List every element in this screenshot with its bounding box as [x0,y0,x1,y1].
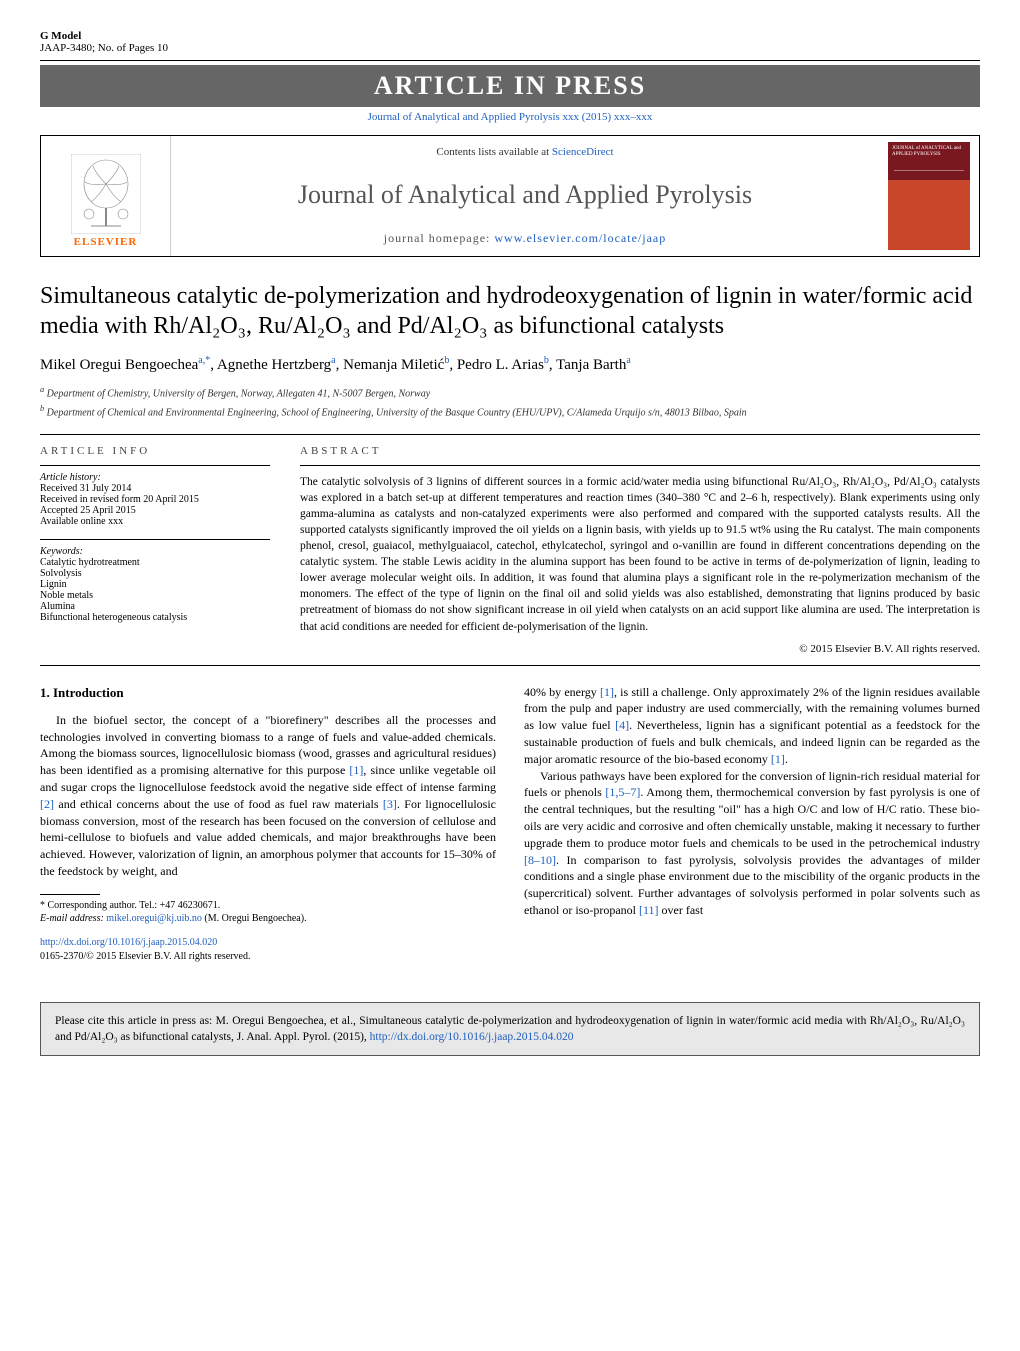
paragraph: Various pathways have been explored for … [524,768,980,919]
section-heading: 1. Introduction [40,684,496,702]
contents-line: Contents lists available at ScienceDirec… [187,146,863,158]
paragraph: In the biofuel sector, the concept of a … [40,712,496,880]
citation-ref[interactable]: [1] [771,752,785,766]
header-left: G Model JAAP-3480; No. of Pages 10 [40,30,168,54]
model-ref: JAAP-3480; No. of Pages 10 [40,42,168,54]
journal-cover-icon: JOURNAL of ANALYTICAL and APPLIED PYROLY… [888,142,970,250]
meta-row: ARTICLE INFO Article history: Received 3… [40,445,980,655]
abstract-area: ABSTRACT The catalytic solvolysis of 3 l… [300,445,980,655]
history-revised: Received in revised form 20 April 2015 [40,494,270,505]
journal-header-box: ELSEVIER Contents lists available at Sci… [40,135,980,257]
citation-ref[interactable]: [11] [639,903,659,917]
citation-ref[interactable]: [1] [349,763,363,777]
footnote-separator [40,894,100,895]
journal-center: Contents lists available at ScienceDirec… [171,136,879,256]
doi-link[interactable]: http://dx.doi.org/10.1016/j.jaap.2015.04… [40,937,217,948]
keyword-item: Solvolysis [40,568,270,579]
homepage-link[interactable]: www.elsevier.com/locate/jaap [494,231,666,245]
sciencedirect-link[interactable]: ScienceDirect [552,146,614,158]
history-accepted: Accepted 25 April 2015 [40,505,270,516]
keywords-label: Keywords: [40,546,270,557]
affiliation-b: b Department of Chemical and Environment… [40,403,980,420]
body-columns: 1. Introduction In the biofuel sector, t… [40,684,980,964]
right-column: 40% by energy [1], is still a challenge.… [524,684,980,964]
history-label: Article history: [40,472,270,483]
homepage-line: journal homepage: www.elsevier.com/locat… [187,231,863,246]
publisher-logo-area: ELSEVIER [41,136,171,256]
citation-ref[interactable]: [1,5–7] [605,785,640,799]
citation-ref[interactable]: [2] [40,797,54,811]
info-head: ARTICLE INFO [40,445,270,457]
citation-ref[interactable]: [8–10] [524,853,556,867]
doi-block: http://dx.doi.org/10.1016/j.jaap.2015.04… [40,936,496,964]
divider [40,434,980,435]
left-column: 1. Introduction In the biofuel sector, t… [40,684,496,964]
issn-line: 0165-2370/© 2015 Elsevier B.V. All right… [40,951,250,962]
keyword-item: Bifunctional heterogeneous catalysis [40,612,270,623]
press-banner: ARTICLE IN PRESS [40,65,980,107]
paragraph: 40% by energy [1], is still a challenge.… [524,684,980,768]
email-link[interactable]: mikel.oregui@kj.uib.no [106,913,202,924]
page: G Model JAAP-3480; No. of Pages 10 ARTIC… [0,0,1020,984]
keyword-item: Catalytic hydrotreatment [40,557,270,568]
divider [40,665,980,666]
journal-issue-link[interactable]: Journal of Analytical and Applied Pyroly… [40,111,980,123]
cite-doi-link[interactable]: http://dx.doi.org/10.1016/j.jaap.2015.04… [370,1031,574,1043]
copyright: © 2015 Elsevier B.V. All rights reserved… [300,643,980,655]
email-line: E-mail address: mikel.oregui@kj.uib.no (… [40,912,496,926]
corresponding-author: * Corresponding author. Tel.: +47 462306… [40,899,496,913]
cover-thumb-area: JOURNAL of ANALYTICAL and APPLIED PYROLY… [879,136,979,256]
elsevier-logo: ELSEVIER [71,154,141,248]
elsevier-tree-icon [71,154,141,234]
history-block: Article history: Received 31 July 2014 R… [40,465,270,527]
keywords-list: Catalytic hydrotreatmentSolvolysisLignin… [40,557,270,623]
history-received: Received 31 July 2014 [40,483,270,494]
article-info: ARTICLE INFO Article history: Received 3… [40,445,270,655]
keywords-block: Keywords: Catalytic hydrotreatmentSolvol… [40,539,270,623]
article-title: Simultaneous catalytic de-polymerization… [40,281,980,341]
header-top: G Model JAAP-3480; No. of Pages 10 [40,30,980,61]
citation-ref[interactable]: [4] [615,718,629,732]
journal-name: Journal of Analytical and Applied Pyroly… [187,180,863,210]
elsevier-text: ELSEVIER [74,236,138,248]
keyword-item: Noble metals [40,590,270,601]
citation-ref[interactable]: [1] [600,685,614,699]
cite-box: Please cite this article in press as: M.… [40,1002,980,1056]
keyword-item: Lignin [40,579,270,590]
keyword-item: Alumina [40,601,270,612]
g-model-label: G Model [40,30,168,42]
affiliation-a: a Department of Chemistry, University of… [40,384,980,401]
citation-ref[interactable]: [3] [383,797,397,811]
authors: Mikel Oregui Bengoecheaa,*, Agnethe Hert… [40,355,980,374]
abstract-body: The catalytic solvolysis of 3 lignins of… [300,465,980,635]
history-online: Available online xxx [40,516,270,527]
abstract-head: ABSTRACT [300,445,980,457]
